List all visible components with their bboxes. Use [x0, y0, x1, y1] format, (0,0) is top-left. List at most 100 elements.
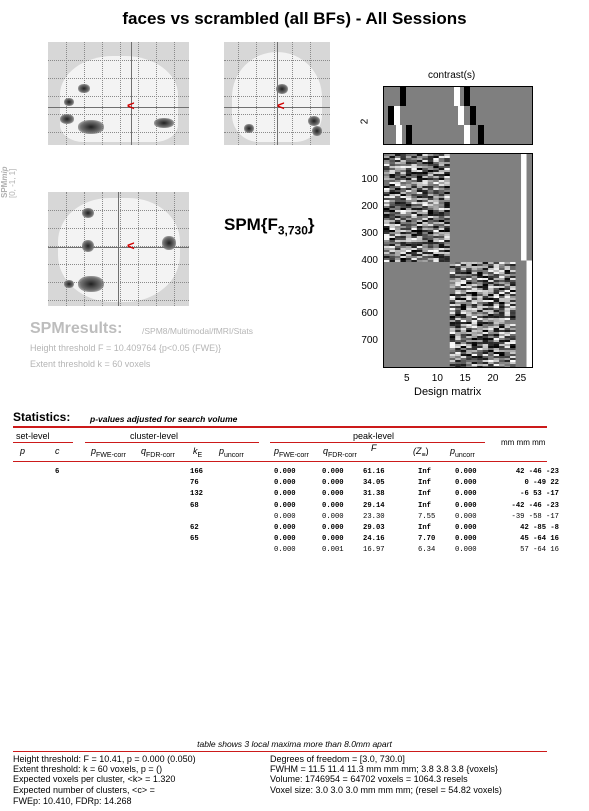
cell-f[interactable]: 24.16 [363, 535, 385, 544]
table-footnote: table shows 3 local maxima more than 8.0… [197, 739, 392, 749]
cell-k[interactable]: 132 [190, 490, 203, 499]
cell-f[interactable]: 16.97 [363, 546, 385, 555]
dm-x-tick: 25 [515, 373, 527, 384]
contrast-panel[interactable] [383, 86, 533, 145]
cell-pfwe[interactable]: 0.000 [274, 490, 296, 499]
cell-pfwe[interactable]: 0.000 [274, 468, 296, 476]
spm-stat-close: } [307, 215, 315, 234]
footer-left-4: Expected number of clusters, <c> = [13, 785, 155, 795]
cell-xyz[interactable]: 42 -85 -8 [520, 524, 559, 532]
cell-qfdr[interactable]: 0.000 [322, 490, 344, 499]
col-cl-pfwe: pFWE-corr [91, 446, 126, 459]
cell-qfdr[interactable]: 0.001 [322, 546, 344, 555]
cell-punc[interactable]: 0.000 [455, 490, 477, 499]
cell-qfdr[interactable]: 0.000 [322, 535, 344, 544]
cell-qfdr[interactable]: 0.000 [322, 512, 344, 521]
results-path: /SPM8/Multimodal/fMRI/Stats [142, 326, 254, 336]
height-threshold-line: Height threshold F = 10.409764 {p<0.05 (… [30, 343, 222, 353]
cell-k[interactable]: 65 [190, 535, 199, 544]
mip-coords: [0, -1, 1] [8, 168, 17, 198]
dm-x-tick: 10 [431, 373, 443, 384]
statistics-top-rule [13, 426, 547, 428]
mip-axial-panel[interactable] [48, 192, 189, 306]
cell-punc[interactable]: 0.000 [455, 501, 477, 510]
cell-xyz[interactable]: 0 -49 22 [524, 479, 559, 488]
col-cl-qfdr: qFDR-corr [141, 446, 175, 459]
cell-f[interactable]: 29.03 [363, 524, 385, 532]
cell-xyz[interactable]: -42 -46 -23 [511, 501, 559, 510]
cell-c[interactable]: 6 [55, 468, 60, 476]
cell-punc[interactable]: 0.000 [455, 512, 477, 521]
cell-z[interactable]: Inf [418, 501, 431, 510]
cell-z[interactable]: Inf [418, 490, 431, 499]
cell-xyz[interactable]: 45 -64 16 [520, 535, 559, 544]
cell-pfwe[interactable]: 0.000 [274, 501, 296, 510]
dm-y-tick: 600 [361, 308, 378, 320]
cell-pfwe[interactable]: 0.000 [274, 535, 296, 544]
dm-y-tick: 700 [361, 335, 378, 347]
cell-z[interactable]: Inf [418, 524, 431, 532]
cell-f[interactable]: 31.38 [363, 490, 385, 499]
footer-right-3: Volume: 1746954 = 64702 voxels = 1064.3 … [270, 774, 468, 784]
dm-y-tick: 300 [361, 227, 378, 239]
cell-pfwe[interactable]: 0.000 [274, 546, 296, 555]
cell-punc[interactable]: 0.000 [455, 479, 477, 488]
extent-threshold-line: Extent threshold k = 60 voxels [30, 359, 151, 369]
contrast-index: 2 [359, 118, 371, 125]
design-matrix-svg [384, 154, 532, 367]
cell-punc[interactable]: 0.000 [455, 524, 477, 532]
col-cl-punc: puncorr [219, 446, 244, 459]
col-set-p: p [20, 446, 26, 456]
mip-cursor-sagittal[interactable]: < [127, 98, 135, 113]
cell-k[interactable]: 62 [190, 524, 199, 532]
cell-k[interactable]: 68 [190, 501, 199, 510]
cell-xyz[interactable]: 57 -64 16 [520, 546, 559, 555]
set-group-rule [13, 442, 73, 443]
cell-punc[interactable]: 0.000 [455, 535, 477, 544]
cell-z[interactable]: Inf [418, 479, 431, 488]
cell-pfwe[interactable]: 0.000 [274, 512, 296, 521]
cell-qfdr[interactable]: 0.000 [322, 501, 344, 510]
mip-coronal-panel[interactable] [224, 42, 330, 145]
cell-xyz[interactable]: -6 53 -17 [520, 490, 559, 499]
cell-xyz[interactable]: -39 -58 -17 [511, 512, 559, 521]
mip-cursor-coronal[interactable]: < [277, 98, 285, 113]
page-title: faces vs scrambled (all BFs) - All Sessi… [122, 9, 467, 28]
col-pk-punc: puncorr [450, 446, 475, 459]
cell-punc[interactable]: 0.000 [455, 468, 477, 476]
cell-z[interactable]: 7.55 [418, 512, 436, 521]
cell-xyz[interactable]: 42 -46 -23 [515, 468, 559, 476]
mip-cursor-axial[interactable]: < [127, 238, 135, 253]
cell-qfdr[interactable]: 0.000 [322, 524, 344, 532]
cell-z[interactable]: Inf [418, 468, 431, 476]
cell-pfwe[interactable]: 0.000 [274, 524, 296, 532]
cell-z[interactable]: 6.34 [418, 546, 436, 555]
cell-qfdr[interactable]: 0.000 [322, 479, 344, 488]
dm-y-tick: 200 [361, 200, 378, 212]
cell-f[interactable]: 23.30 [363, 512, 385, 521]
design-matrix-panel[interactable] [383, 153, 533, 368]
footer-right-1: Degrees of freedom = [3.0, 730.0] [270, 754, 405, 764]
cell-k[interactable]: 166 [190, 468, 203, 476]
dm-y-tick: 500 [361, 281, 378, 293]
footer-right-2: FWHM = 11.5 11.4 11.3 mm mm mm; 3.8 3.8 … [270, 764, 498, 774]
cell-qfdr[interactable]: 0.000 [322, 468, 344, 476]
cell-f[interactable]: 61.16 [363, 468, 385, 476]
cell-k[interactable]: 76 [190, 479, 199, 488]
mip-sagittal-panel[interactable] [48, 42, 189, 145]
col-cl-k: kE [193, 446, 203, 459]
header-peak-level: peak-level [353, 431, 395, 441]
cell-pfwe[interactable]: 0.000 [274, 479, 296, 488]
dm-y-tick: 100 [361, 173, 378, 185]
cell-punc[interactable]: 0.000 [455, 546, 477, 555]
cell-z[interactable]: 7.70 [418, 535, 436, 544]
footer-rule [13, 751, 547, 752]
col-pk-f: F [371, 443, 377, 453]
footer-right-4: Voxel size: 3.0 3.0 3.0 mm mm mm; (resel… [270, 785, 502, 795]
statistics-title: Statistics: [13, 410, 71, 424]
footer-left-5: FWEp: 10.410, FDRp: 14.268 [13, 796, 132, 806]
cell-f[interactable]: 29.14 [363, 501, 385, 510]
col-pk-pfwe: pFWE-corr [274, 446, 309, 459]
design-matrix-xlabel: Design matrix [414, 386, 482, 398]
cell-f[interactable]: 34.05 [363, 479, 385, 488]
